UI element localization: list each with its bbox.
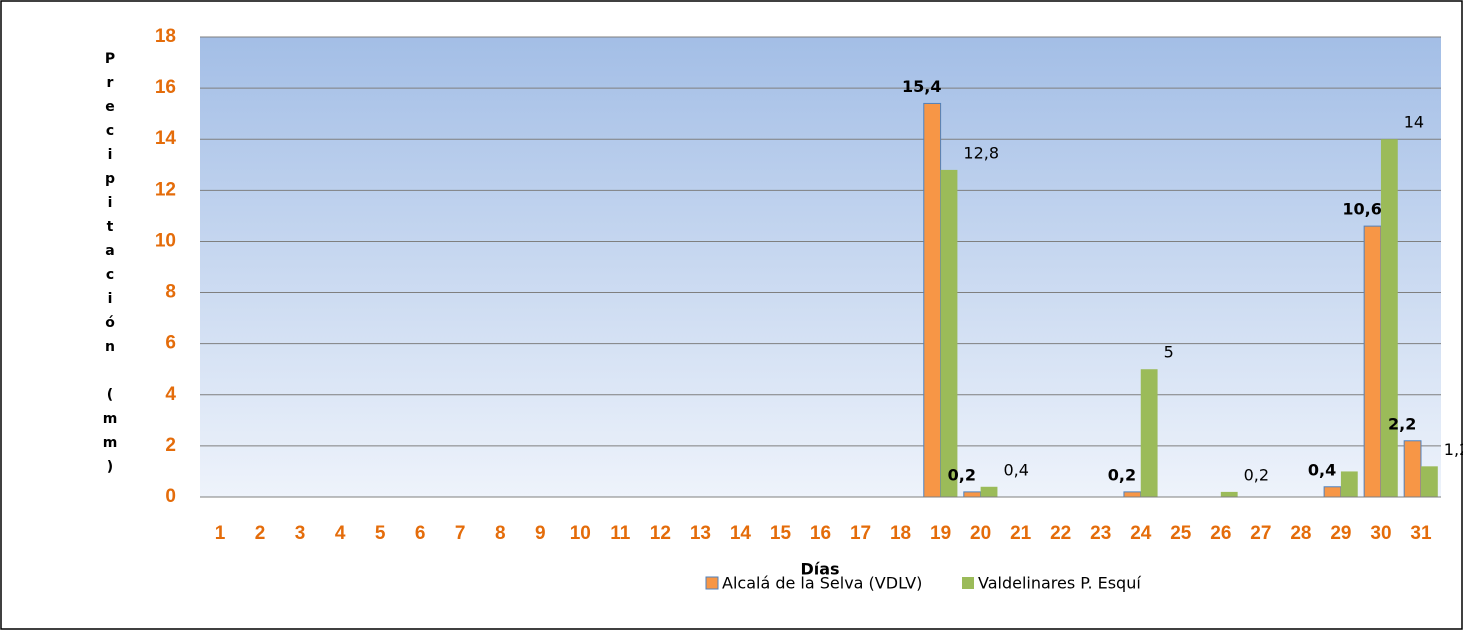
- x-tick-label: 7: [455, 523, 466, 544]
- x-tick-label: 10: [570, 523, 591, 544]
- data-label: 0,4: [1308, 460, 1336, 479]
- data-label: 2,2: [1388, 414, 1416, 433]
- bar: [1420, 466, 1438, 497]
- y-axis-label: Precipitación (mm): [102, 51, 118, 483]
- legend-swatch: [705, 576, 719, 590]
- x-tick-label: 23: [1090, 523, 1111, 544]
- x-tick-label: 27: [1250, 523, 1271, 544]
- bar: [963, 491, 982, 498]
- x-tick-label: 20: [970, 523, 991, 544]
- x-tick-label: 1: [215, 523, 226, 544]
- y-tick-label: 6: [165, 333, 176, 354]
- x-tick-label: 2: [255, 523, 266, 544]
- y-tick-label: 10: [155, 230, 176, 251]
- x-tick-label: 25: [1170, 523, 1192, 544]
- y-tick-label: 2: [165, 435, 176, 456]
- legend-swatch: [962, 577, 974, 589]
- data-label: 12,8: [963, 143, 999, 162]
- legend-label: Alcalá de la Selva (VDLV): [722, 574, 922, 593]
- y-tick-label: 16: [155, 77, 176, 98]
- bar: [980, 486, 998, 497]
- bar: [1363, 225, 1382, 498]
- data-label: 0,2: [948, 465, 976, 484]
- x-tick-label: 14: [730, 523, 752, 544]
- plot-area: [200, 37, 1441, 497]
- data-label: 5: [1164, 343, 1174, 362]
- bar: [923, 102, 942, 498]
- y-tick-label: 14: [155, 128, 177, 149]
- x-tick-label: 13: [690, 523, 711, 544]
- x-axis-label: Días: [800, 560, 839, 579]
- bar: [1340, 471, 1358, 497]
- legend-label: Valdelinares P. Esquí: [978, 574, 1141, 593]
- data-label: 0,2: [1108, 465, 1136, 484]
- x-tick-label: 15: [770, 523, 792, 544]
- x-tick-label: 26: [1210, 523, 1231, 544]
- y-tick-label: 18: [155, 26, 176, 47]
- x-tick-label: 24: [1130, 523, 1152, 544]
- x-tick-label: 8: [495, 523, 506, 544]
- x-tick-label: 9: [535, 523, 546, 544]
- x-tick-label: 18: [890, 523, 911, 544]
- data-label: 1,2: [1444, 440, 1463, 459]
- y-tick-label: 4: [165, 384, 176, 405]
- x-tick-label: 19: [930, 523, 951, 544]
- x-tick-label: 17: [850, 523, 871, 544]
- data-label: 14: [1404, 113, 1424, 132]
- x-tick-label: 22: [1050, 523, 1071, 544]
- bar: [1323, 486, 1342, 498]
- x-tick-label: 16: [810, 523, 831, 544]
- y-tick-label: 12: [155, 179, 176, 200]
- x-tick-label: 6: [415, 523, 426, 544]
- bar: [1123, 491, 1142, 498]
- data-label: 10,6: [1342, 200, 1381, 219]
- x-tick-label: 21: [1010, 523, 1032, 544]
- data-label: 15,4: [902, 77, 941, 96]
- x-tick-label: 11: [610, 523, 631, 544]
- bar: [1380, 139, 1398, 497]
- y-tick-label: 8: [165, 282, 176, 303]
- x-tick-label: 12: [650, 523, 671, 544]
- data-label: 0,4: [1003, 460, 1028, 479]
- x-tick-label: 3: [295, 523, 306, 544]
- x-tick-label: 4: [335, 523, 346, 544]
- bar: [1403, 440, 1422, 498]
- data-label: 0,2: [1244, 465, 1269, 484]
- x-tick-label: 5: [375, 523, 386, 544]
- x-tick-label: 30: [1370, 523, 1391, 544]
- bar: [1220, 491, 1238, 497]
- x-tick-label: 28: [1290, 523, 1311, 544]
- y-tick-label: 0: [165, 486, 176, 507]
- bar: [940, 169, 958, 497]
- bar: [1140, 369, 1158, 497]
- x-tick-label: 29: [1330, 523, 1351, 544]
- x-tick-label: 31: [1410, 523, 1432, 544]
